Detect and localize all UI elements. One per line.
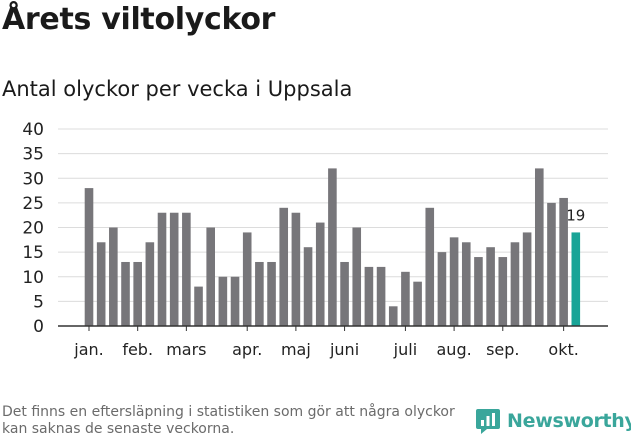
bar bbox=[182, 212, 191, 326]
bar bbox=[449, 237, 459, 326]
bar bbox=[559, 197, 568, 326]
y-tick-label: 15 bbox=[22, 243, 44, 263]
bar bbox=[388, 306, 398, 326]
bar bbox=[534, 168, 544, 326]
bar bbox=[109, 227, 118, 326]
bar bbox=[486, 247, 495, 326]
bar bbox=[242, 232, 252, 326]
x-tick-label: juni bbox=[329, 340, 359, 359]
bar bbox=[364, 266, 374, 326]
x-tick-label: feb. bbox=[122, 340, 153, 359]
x-tick-label: mars bbox=[166, 340, 206, 359]
chart-title: Årets viltolyckor bbox=[2, 2, 276, 37]
y-tick-label: 20 bbox=[22, 219, 44, 239]
newsworthy-logo-text: Newsworthy bbox=[507, 410, 631, 432]
bar bbox=[133, 261, 142, 326]
y-tick-label: 0 bbox=[33, 317, 44, 337]
bar bbox=[267, 261, 276, 326]
bar bbox=[169, 212, 179, 326]
bar bbox=[315, 222, 325, 326]
bar bbox=[510, 242, 520, 326]
bar bbox=[401, 271, 410, 326]
bar bbox=[522, 232, 532, 326]
newsworthy-logo-icon bbox=[476, 409, 500, 434]
y-tick-label: 25 bbox=[22, 194, 44, 214]
bar bbox=[255, 261, 264, 326]
newsworthy-logo[interactable]: Newsworthy bbox=[475, 407, 631, 435]
data-label-latest: 19 bbox=[566, 206, 585, 224]
x-tick-label: maj bbox=[281, 340, 311, 359]
bar bbox=[547, 202, 556, 327]
bar bbox=[230, 276, 240, 326]
x-tick-label: juli bbox=[393, 340, 417, 359]
bar bbox=[121, 261, 130, 326]
bar bbox=[340, 261, 349, 326]
bar bbox=[461, 242, 471, 326]
bar bbox=[206, 227, 215, 326]
bar bbox=[376, 266, 386, 326]
bar bbox=[498, 257, 508, 326]
bar-chart: 0 5 10 15 20 25 30 35 40 jan. feb. mars apr. maj juni j… bbox=[22, 120, 608, 359]
bar bbox=[279, 207, 289, 326]
bar-highlight bbox=[571, 232, 581, 326]
x-tick-label: apr. bbox=[232, 340, 262, 359]
footnote: Det finns en eftersläpning i statistiken… bbox=[2, 404, 455, 437]
bar bbox=[303, 247, 313, 326]
bar bbox=[474, 257, 483, 326]
y-tick-label: 40 bbox=[22, 120, 44, 140]
x-tick-label: sep. bbox=[486, 340, 519, 359]
bar bbox=[96, 242, 106, 326]
y-tick-label: 10 bbox=[22, 268, 44, 288]
x-tick-label: okt. bbox=[548, 340, 578, 359]
bar bbox=[84, 188, 94, 326]
bar bbox=[328, 168, 337, 326]
y-tick-label: 30 bbox=[22, 169, 44, 189]
y-tick-label: 35 bbox=[22, 145, 44, 165]
bar bbox=[145, 242, 155, 326]
bar bbox=[157, 212, 167, 326]
bar bbox=[291, 212, 301, 326]
bar bbox=[352, 227, 362, 326]
bar bbox=[437, 252, 447, 327]
bar bbox=[425, 207, 435, 326]
y-tick-label: 5 bbox=[33, 292, 44, 312]
bar bbox=[194, 286, 203, 326]
x-tick-label: jan. bbox=[73, 340, 103, 359]
x-tick-label: aug. bbox=[437, 340, 472, 359]
bar bbox=[218, 276, 228, 326]
chart-subtitle: Antal olyckor per vecka i Uppsala bbox=[2, 77, 353, 101]
bar bbox=[413, 281, 422, 326]
